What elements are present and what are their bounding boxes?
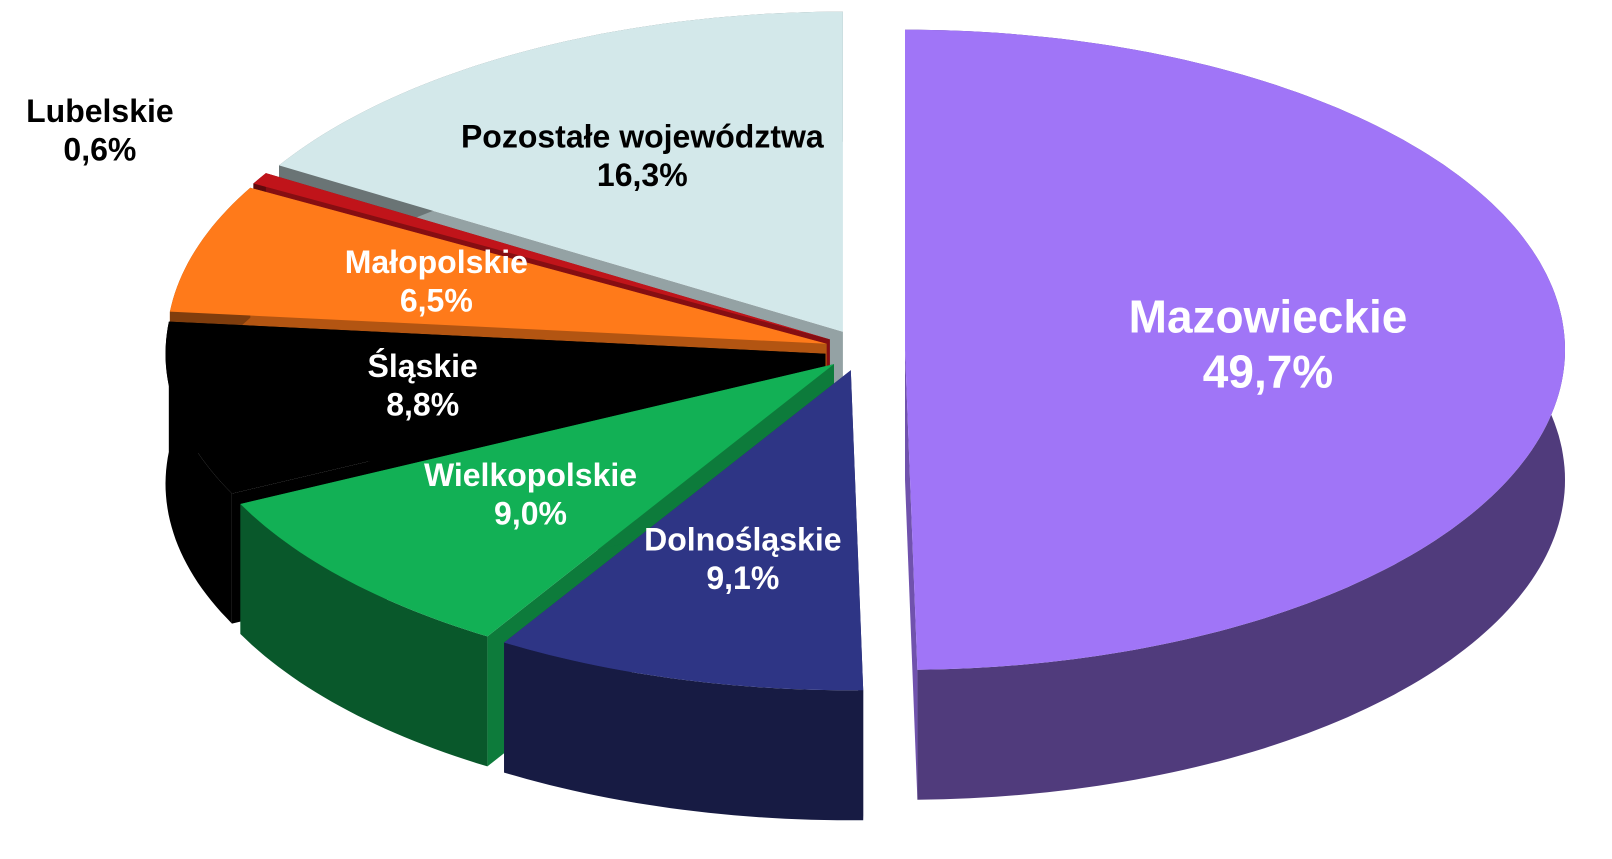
slice <box>169 187 827 344</box>
slice-group <box>504 370 864 821</box>
slice-label-value: 9,0% <box>494 496 567 532</box>
slice-label: Lubelskie 0,6% <box>26 93 174 167</box>
slice-label: Małopolskie 6,5% <box>345 244 528 318</box>
slice-label-value: 9,1% <box>706 560 779 596</box>
slice-label: Mazowieckie 49,7% <box>1129 291 1408 398</box>
slice-side-face <box>905 349 918 800</box>
slice-label-name: Lubelskie <box>26 93 174 129</box>
slice-label-name: Małopolskie <box>345 244 528 280</box>
slice-label-value: 16,3% <box>597 157 688 193</box>
slice-label: Wielkopolskie 9,0% <box>424 457 637 531</box>
slice-label-name: Mazowieckie <box>1129 291 1408 343</box>
slice-outer-wall <box>504 642 864 821</box>
slice-label-name: Dolnośląskie <box>644 522 841 558</box>
slice-label: Dolnośląskie 9,1% <box>644 522 841 596</box>
slice-label: Śląskie 8,8% <box>368 349 478 423</box>
slice-label: Pozostałe województwa 16,3% <box>461 119 824 193</box>
slice <box>253 173 830 340</box>
slice <box>279 11 843 332</box>
slice-outer-wall <box>165 321 232 624</box>
slice-label-value: 0,6% <box>63 132 136 168</box>
slice-label-name: Pozostałe województwa <box>461 119 824 155</box>
slice-outer-wall <box>240 504 488 767</box>
slice <box>165 321 826 494</box>
slice <box>905 29 1565 670</box>
slice-label-name: Wielkopolskie <box>424 457 637 493</box>
slice-label-name: Śląskie <box>368 349 478 385</box>
slice-label-value: 49,7% <box>1203 346 1333 398</box>
slice-label-value: 6,5% <box>400 283 473 319</box>
slice-group <box>905 29 1565 800</box>
slice <box>240 364 834 637</box>
slice-label-value: 8,8% <box>386 387 459 423</box>
slice <box>504 370 864 691</box>
